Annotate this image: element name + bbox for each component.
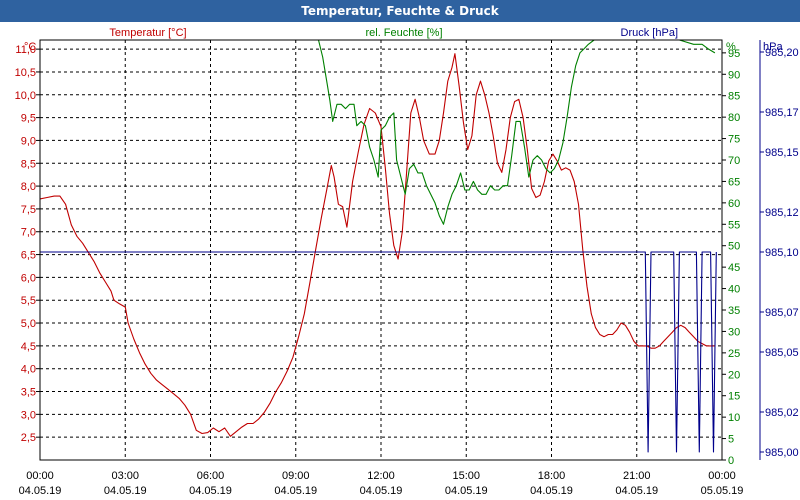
series-line-temperature: [39, 53, 715, 437]
y-tick-label-humidity: 95: [728, 48, 740, 60]
y-tick-label-temperature: 5,5: [21, 295, 36, 307]
y-tick-label-temperature: 8,5: [21, 158, 36, 170]
chart-title-bar: Temperatur, Feuchte & Druck: [0, 0, 800, 22]
x-tick-label-time: 00:00: [708, 470, 736, 482]
y-tick-label-humidity: 35: [728, 305, 740, 317]
y-tick-label-humidity: 45: [728, 262, 740, 274]
y-tick-label-humidity: 10: [728, 412, 740, 424]
y-tick-label-temperature: 11,0: [15, 44, 36, 56]
y-tick-label-humidity: 70: [728, 155, 740, 167]
y-tick-label-humidity: 15: [728, 391, 740, 403]
legend-humidity: rel. Feuchte [%]: [365, 27, 442, 39]
y-tick-label-humidity: 55: [728, 219, 740, 231]
y-tick-label-temperature: 9,5: [21, 113, 36, 125]
x-tick-label-date: 04.05.19: [274, 485, 317, 497]
x-tick-label-time: 21:00: [623, 470, 651, 482]
y-tick-label-humidity: 75: [728, 134, 740, 146]
x-tick-label-date: 04.05.19: [189, 485, 232, 497]
chart-title: Temperatur, Feuchte & Druck: [301, 4, 499, 18]
series-line-pressure: [40, 251, 717, 453]
y-tick-label-temperature: 3,0: [21, 409, 36, 421]
y-tick-label-pressure: 985,17: [765, 107, 799, 119]
y-tick-label-humidity: 80: [728, 112, 740, 124]
x-tick-label-date: 04.05.19: [615, 485, 658, 497]
y-tick-label-temperature: 8,0: [21, 181, 36, 193]
x-tick-label-time: 09:00: [282, 470, 310, 482]
y-tick-label-humidity: 30: [728, 326, 740, 338]
y-unit-temperature: °C: [24, 41, 36, 53]
x-tick-label-time: 06:00: [197, 470, 225, 482]
series-layer: [39, 39, 717, 453]
y-tick-label-pressure: 985,12: [765, 207, 799, 219]
y-tick-label-pressure: 985,00: [765, 447, 799, 459]
x-tick-label-date: 04.05.19: [19, 485, 62, 497]
y-tick-label-temperature: 4,0: [21, 364, 36, 376]
legend-temperature: Temperatur [°C]: [109, 27, 186, 39]
y-tick-label-humidity: 60: [728, 198, 740, 210]
y-unit-pressure: hPa: [763, 41, 783, 53]
y-tick-label-temperature: 10,0: [15, 90, 36, 102]
x-tick-label-date: 04.05.19: [445, 485, 488, 497]
y-tick-label-temperature: 9,0: [21, 135, 36, 147]
x-tick-label-time: 18:00: [538, 470, 566, 482]
x-tick-label-time: 03:00: [111, 470, 139, 482]
plot-frame: [39, 39, 723, 461]
y-tick-label-temperature: 3,5: [21, 387, 36, 399]
y-tick-label-humidity: 0: [728, 455, 734, 467]
y-tick-label-pressure: 985,10: [765, 247, 799, 259]
axes: [36, 39, 764, 461]
x-tick-label-time: 00:00: [26, 470, 54, 482]
y-tick-label-temperature: 6,5: [21, 250, 36, 262]
y-tick-label-humidity: 40: [728, 284, 740, 296]
x-tick-label-date: 04.05.19: [104, 485, 147, 497]
y-tick-label-humidity: 5: [728, 434, 734, 446]
x-tick-label-date: 04.05.19: [360, 485, 403, 497]
y-unit-humidity: %: [726, 41, 736, 53]
y-tick-label-temperature: 6,0: [21, 272, 36, 284]
y-tick-label-temperature: 7,5: [21, 204, 36, 216]
x-tick-label-date: 04.05.19: [530, 485, 573, 497]
x-tick-label-time: 15:00: [452, 470, 480, 482]
x-tick-label-date: 05.05.19: [701, 485, 744, 497]
y-tick-label-pressure: 985,15: [765, 147, 799, 159]
grid: [40, 40, 722, 460]
y-tick-label-temperature: 2,5: [21, 432, 36, 444]
y-tick-label-humidity: 20: [728, 369, 740, 381]
y-tick-label-temperature: 4,5: [21, 341, 36, 353]
series-line-humidity: [40, 39, 716, 225]
y-tick-label-temperature: 5,0: [21, 318, 36, 330]
axis-labels: 00:00 04.05.19 03:00 04.05.19 06:00 04.05.19 0…: [15, 27, 799, 497]
y-tick-label-humidity: 85: [728, 91, 740, 103]
y-tick-label-humidity: 90: [728, 69, 740, 81]
y-tick-label-pressure: 985,07: [765, 307, 799, 319]
y-tick-label-temperature: 10,5: [15, 67, 36, 79]
y-tick-label-pressure: 985,20: [765, 47, 799, 59]
y-tick-label-pressure: 985,05: [765, 347, 799, 359]
legend-pressure: Druck [hPa]: [621, 27, 678, 39]
x-tick-label-time: 12:00: [367, 470, 395, 482]
y-tick-label-temperature: 7,0: [21, 227, 36, 239]
y-tick-label-humidity: 65: [728, 176, 740, 188]
y-tick-label-humidity: 25: [728, 348, 740, 360]
y-tick-label-humidity: 50: [728, 241, 740, 253]
y-tick-label-pressure: 985,02: [765, 407, 799, 419]
